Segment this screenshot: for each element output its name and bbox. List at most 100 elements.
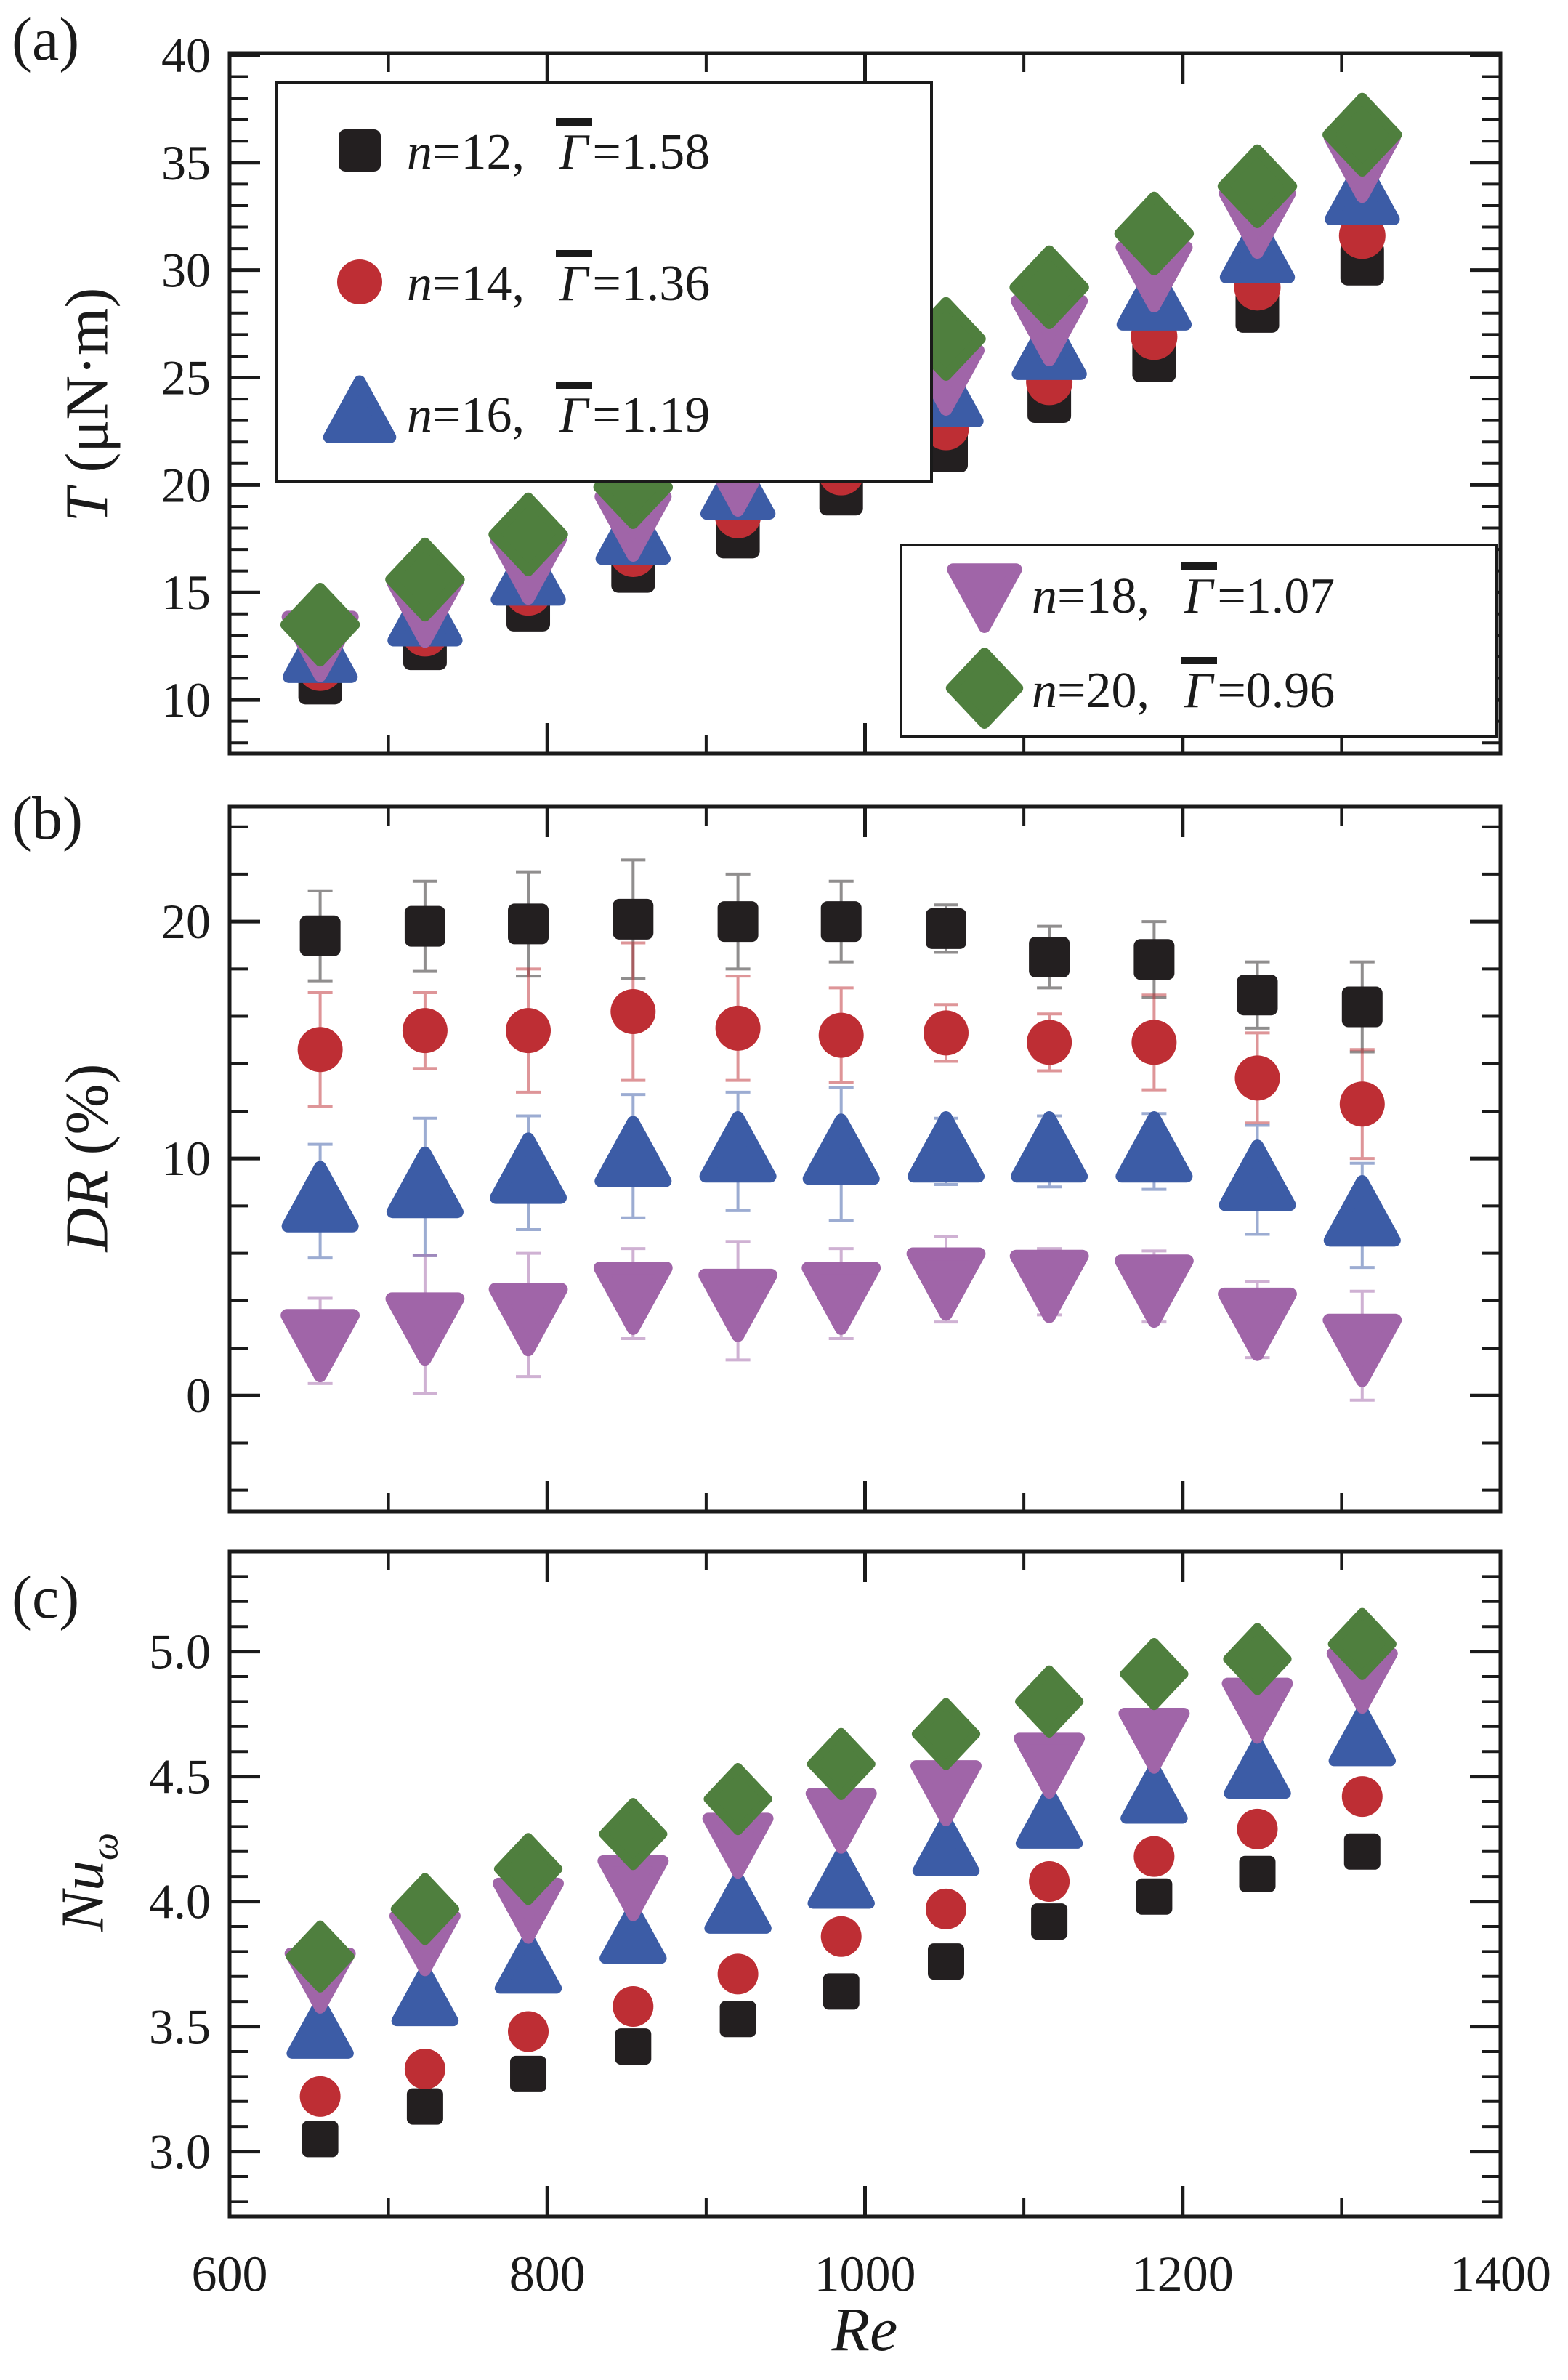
legend-top-left: n=12, Γ=1.58 n=14, Γ=1.36 n =16, Γ =1.19: [275, 81, 933, 483]
data-point-n18: [805, 1788, 877, 1854]
legend-n-value: =16,: [432, 387, 538, 444]
data-point-n14: [404, 2049, 445, 2090]
data-point-n14: [1341, 1776, 1383, 1818]
panel-c-ytick-label: 4.5: [149, 1749, 211, 1804]
legend-glyph-square: [339, 129, 381, 172]
panel-c-label: (c): [12, 1564, 80, 1631]
legend-marker-diamond-icon: [937, 645, 1032, 732]
data-point-n18: [906, 1247, 986, 1321]
data-point-n12: [717, 901, 759, 943]
data-point-n20: [1327, 1607, 1397, 1680]
data-point-n12: [927, 1943, 964, 1980]
x-tick-label: 1000: [815, 2247, 916, 2303]
data-point-n20: [1223, 1623, 1292, 1695]
panel-c-ytick-label: 4.0: [149, 1874, 211, 1929]
data-point-n16: [912, 1814, 980, 1876]
data-point-n16: [281, 1161, 359, 1233]
legend-gamma-value: =1.19: [592, 387, 711, 444]
legend-gamma-value: =0.96: [1217, 662, 1335, 719]
data-point-n12: [613, 898, 654, 940]
legend-entry-label: n=20, Γ=0.96: [1032, 656, 1335, 720]
data-point-n16: [704, 1871, 772, 1934]
data-point-n16: [286, 1996, 354, 2059]
panel-c-ytick-label: 3.5: [149, 1999, 211, 2054]
data-point-n18: [801, 1262, 881, 1335]
panel-c-series-n14: [299, 1776, 1383, 2117]
data-point-n12: [1029, 937, 1070, 978]
x-tick-label: 600: [192, 2247, 268, 2303]
data-point-n12: [404, 905, 445, 947]
data-point-n12: [1341, 986, 1383, 1028]
data-point-n12: [719, 2001, 756, 2038]
data-point-n12: [510, 2055, 547, 2092]
data-point-n16: [494, 1931, 562, 1994]
panel-c-series-n12: [302, 1833, 1381, 2158]
legend-glyph-triangle-down: [947, 563, 1022, 633]
data-point-n18: [1115, 1254, 1194, 1328]
legend-entry: n=12, Γ=1.58: [278, 84, 930, 216]
data-point-n14: [923, 1010, 969, 1056]
legend-marker-triangle-up-icon: [312, 370, 407, 457]
data-point-n16: [1115, 1111, 1193, 1183]
data-point-n18: [698, 1268, 777, 1342]
panel-c-ytick-label: 3.0: [149, 2124, 211, 2179]
panel-b: 0 10 20: [161, 804, 1503, 1514]
data-point-n16: [907, 1111, 985, 1183]
data-point-n20: [493, 1833, 563, 1905]
data-point-n16: [489, 1132, 567, 1204]
data-point-n14: [297, 1027, 343, 1073]
data-point-n14: [610, 989, 656, 1035]
data-point-n16: [1120, 1761, 1188, 1824]
panel-c-frame: [227, 1549, 1503, 2219]
legend-glyph-triangle-up: [323, 375, 397, 443]
legend-gamma-bar-symbol: Γ: [1181, 656, 1218, 718]
legend-entry-label: n=12, Γ=1.58: [407, 118, 710, 182]
panel-b-series-n16: [281, 1086, 1401, 1270]
legend-n-value: =18,: [1057, 568, 1163, 624]
data-point-n18: [1014, 1732, 1086, 1799]
data-point-n14: [613, 1986, 654, 2028]
data-point-n16: [699, 1111, 777, 1183]
panel-a-ytick-label: 15: [161, 565, 211, 620]
panel-c-ytick-label: 5.0: [149, 1624, 211, 1679]
data-point-n14: [1237, 1808, 1278, 1849]
y-axis-label-a-unit: (μN·m): [53, 287, 121, 488]
data-point-n20: [286, 1920, 355, 1993]
legend-marker-circle-icon: [312, 238, 407, 326]
data-point-n14: [1234, 1055, 1280, 1101]
data-point-n18: [910, 1760, 982, 1826]
x-tick-label: 1200: [1132, 2247, 1234, 2303]
panel-a-ytick-label: 20: [161, 457, 211, 512]
data-point-n12: [1237, 975, 1278, 1016]
legend-n-symbol: n: [1032, 568, 1057, 624]
panel-a-ytick-label: 25: [161, 350, 211, 406]
data-point-n20: [703, 1762, 772, 1836]
data-point-n12: [302, 2121, 339, 2158]
data-point-n20: [1322, 92, 1402, 177]
x-tick-label: 1400: [1450, 2247, 1551, 2303]
y-axis-label-c-symbol: Nu: [49, 1860, 117, 1932]
data-point-n14: [1027, 1020, 1072, 1065]
data-point-n20: [599, 1798, 668, 1871]
data-point-n16: [599, 1901, 667, 1964]
data-point-n16: [1224, 1736, 1291, 1799]
legend-entry: n=14, Γ=1.36: [278, 216, 930, 347]
panel-b-series-n14: [297, 941, 1385, 1161]
data-point-n16: [1323, 1175, 1401, 1247]
y-axis-label-a-symbol: T: [53, 488, 121, 523]
data-point-n12: [615, 2028, 652, 2065]
data-point-n18: [385, 1292, 465, 1366]
legend-entry-label: n=18, Γ=1.07: [1032, 562, 1335, 626]
legend-gamma-bar-symbol: Γ: [556, 118, 593, 179]
legend-gamma-value: =1.58: [592, 124, 711, 181]
legend-gamma-bar-symbol: Γ: [556, 250, 593, 311]
data-point-n14: [925, 1888, 966, 1929]
data-point-n16: [386, 1146, 464, 1219]
legend-n-symbol: n: [407, 124, 432, 181]
legend-glyph-diamond: [945, 648, 1024, 729]
y-axis-label-c: Nuω: [48, 1833, 127, 1932]
data-point-n20: [385, 537, 465, 622]
data-point-n16: [807, 1846, 875, 1909]
data-point-n12: [1136, 1878, 1173, 1915]
